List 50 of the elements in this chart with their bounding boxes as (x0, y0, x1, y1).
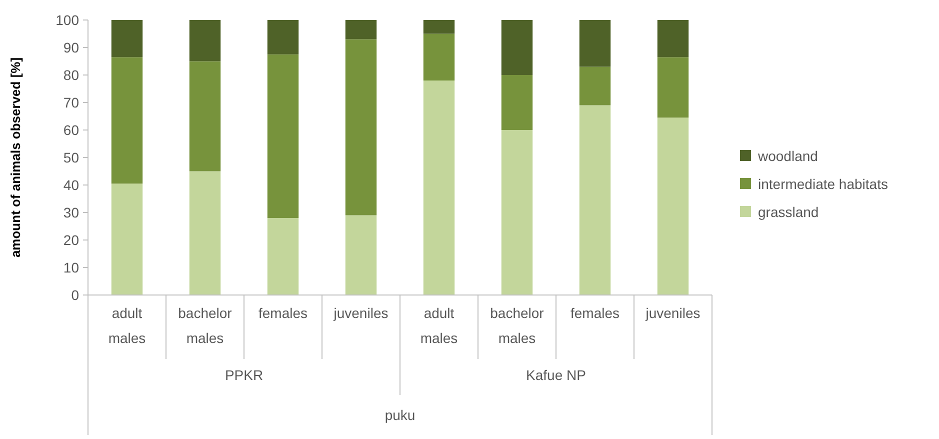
bar (657, 20, 689, 58)
bar (423, 20, 455, 34)
legend-label: intermediate habitats (758, 176, 888, 192)
x-tick-label: bachelor males (490, 305, 544, 346)
bar (189, 20, 221, 62)
bar (345, 215, 377, 295)
y-tick-label: 90 (63, 39, 80, 56)
bar (111, 184, 143, 295)
y-tick-label: 60 (63, 122, 80, 138)
bar (423, 80, 455, 295)
legend-label: woodland (757, 148, 818, 164)
bar (423, 34, 455, 80)
text: puku (384, 407, 416, 423)
x-tick-label: females (258, 305, 308, 321)
x-tick-label: adult males (420, 305, 458, 346)
bar (579, 20, 611, 67)
y-tick-label: 10 (63, 259, 80, 276)
text: Kafue NP (526, 367, 586, 383)
bar (111, 20, 143, 58)
bar (501, 75, 533, 130)
bar (111, 57, 143, 184)
bar (345, 20, 377, 40)
y-tick-label: 80 (63, 66, 80, 83)
bar (579, 105, 611, 295)
bar (267, 20, 299, 54)
y-tick-label: 30 (63, 204, 80, 220)
y-tick-label: 50 (63, 149, 80, 166)
bar (267, 218, 299, 295)
y-tick-label: 100 (56, 12, 80, 28)
y-tick-label: 70 (63, 94, 80, 110)
y-axis-title: amount of animals observed [%] (8, 57, 23, 258)
bar (345, 39, 377, 216)
x-tick-label: juveniles (332, 305, 388, 321)
x-tick-label: adult males (108, 305, 146, 346)
y-tick-label: 20 (63, 232, 80, 248)
bar (189, 171, 221, 295)
x-tick-label: bachelor males (178, 305, 232, 346)
bar (657, 57, 689, 118)
bar (657, 118, 689, 295)
legend-label: grassland (758, 204, 819, 220)
x-tick-label: females (570, 305, 620, 321)
bar (267, 54, 299, 218)
y-tick-label: 0 (71, 286, 80, 303)
bar (501, 130, 533, 295)
x-tick-label: juveniles (644, 305, 700, 321)
bar (501, 20, 533, 75)
bar (189, 61, 221, 172)
text: PPKR (224, 367, 264, 383)
bar (579, 66, 611, 106)
y-tick-label: 40 (63, 176, 80, 193)
